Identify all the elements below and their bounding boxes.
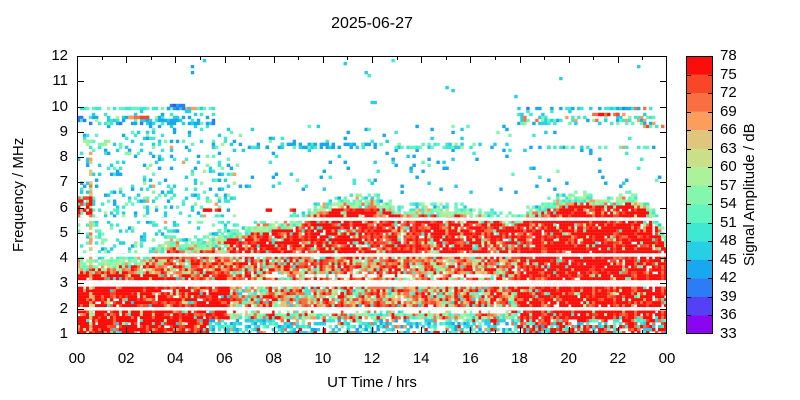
colorbar-tick-label: 60 — [720, 158, 737, 176]
x-tick-label: 14 — [412, 350, 430, 367]
colorbar-tick-label: 69 — [720, 102, 737, 120]
colorbar-tick-label: 72 — [720, 84, 737, 102]
x-tick-label: 00 — [658, 350, 676, 367]
colorbar-tick-label: 54 — [720, 195, 737, 213]
colorbar-tick-label: 75 — [720, 65, 737, 83]
colorbar-tick-label: 36 — [720, 306, 737, 324]
colorbar-tick-label: 42 — [720, 269, 737, 287]
colorbar-tick-label: 57 — [720, 176, 737, 194]
y-tick-label: 2 — [59, 299, 68, 317]
y-tick-label: 12 — [51, 47, 68, 64]
y-tick-label: 11 — [52, 72, 68, 90]
x-tick-label: 16 — [461, 350, 479, 367]
x-tick-label: 02 — [117, 350, 135, 367]
colorbar-tick-label: 33 — [720, 325, 737, 342]
colorbar-tick-label: 45 — [720, 250, 737, 268]
y-tick-label: 5 — [59, 223, 68, 241]
colorbar-tick-label: 66 — [720, 121, 737, 139]
y-tick-label: 1 — [59, 325, 68, 342]
x-tick-label: 08 — [265, 350, 282, 367]
y-tick-label: 10 — [51, 97, 68, 115]
spectrogram-canvas — [77, 56, 667, 334]
colorbar-tick-label: 63 — [720, 139, 737, 157]
chart-title: 2025-06-27 — [331, 15, 413, 32]
x-tick-label: 06 — [216, 350, 233, 367]
y-tick-label: 3 — [59, 274, 68, 292]
x-tick-label: 10 — [314, 350, 332, 367]
y-tick-label: 7 — [59, 173, 68, 191]
y-tick-label: 9 — [59, 122, 68, 140]
x-tick-label: 18 — [511, 350, 528, 367]
x-axis-label: UT Time / hrs — [327, 374, 417, 391]
colorbar-canvas — [686, 56, 713, 334]
colorbar-tick-label: 78 — [720, 47, 737, 64]
colorbar-tick-label: 51 — [720, 213, 737, 231]
y-tick-label: 4 — [59, 249, 68, 267]
x-tick-label: 04 — [166, 350, 184, 367]
y-axis-label: Frequency / MHz — [10, 137, 27, 253]
y-tick-label: 8 — [59, 148, 68, 166]
y-tick-label: 6 — [59, 198, 68, 216]
x-tick-label: 00 — [68, 350, 86, 367]
colorbar-tick-label: 48 — [720, 232, 737, 250]
x-tick-label: 12 — [363, 350, 381, 367]
x-tick-label: 20 — [560, 350, 577, 367]
colorbar-tick-label: 39 — [720, 287, 737, 305]
x-tick-label: 22 — [609, 350, 627, 367]
